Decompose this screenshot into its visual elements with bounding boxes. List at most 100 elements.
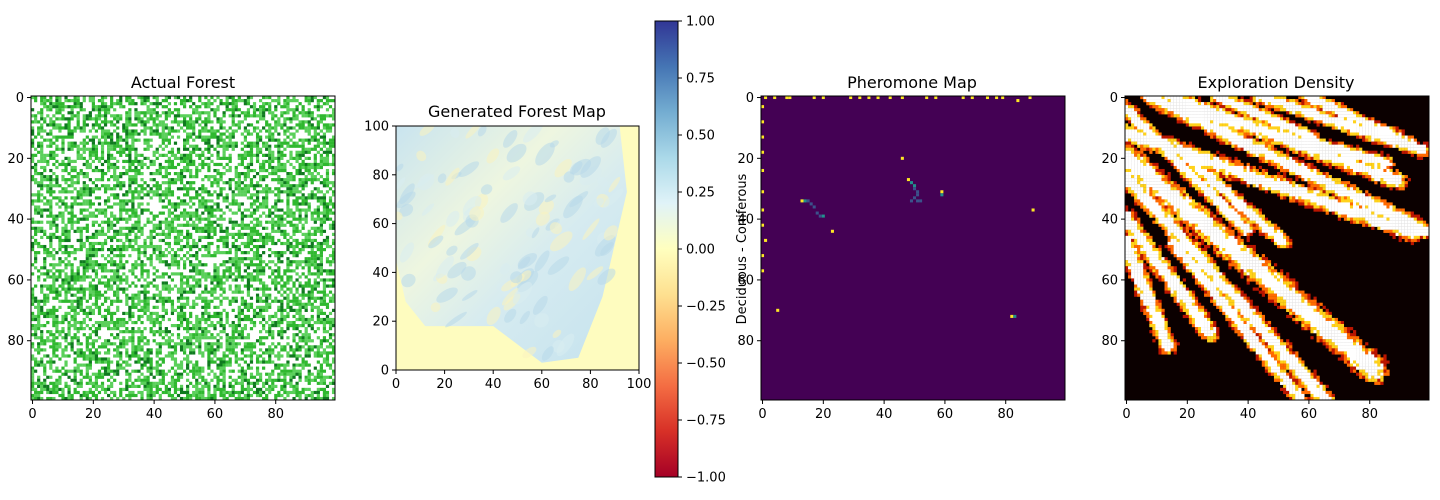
forest-cell bbox=[100, 226, 105, 230]
forest-cell bbox=[125, 190, 129, 194]
forest-cell bbox=[228, 269, 232, 273]
forest-cell bbox=[195, 336, 199, 340]
forest-cell bbox=[246, 196, 251, 200]
forest-cell bbox=[198, 351, 202, 355]
forest-cell bbox=[128, 156, 132, 160]
forest-cell bbox=[286, 144, 290, 148]
forest-cell bbox=[167, 263, 171, 267]
forest-cell bbox=[79, 308, 83, 312]
forest-cell bbox=[134, 263, 138, 267]
forest-cell bbox=[131, 311, 135, 316]
forest-cell bbox=[277, 281, 281, 285]
forest-cell bbox=[85, 366, 89, 370]
forest-cell bbox=[298, 165, 302, 170]
forest-cell bbox=[100, 244, 105, 249]
forest-cell bbox=[94, 135, 99, 139]
forest-cell bbox=[292, 199, 296, 203]
forest-cell bbox=[319, 217, 323, 221]
forest-cell bbox=[79, 299, 83, 303]
forest-cell bbox=[183, 208, 187, 212]
forest-cell bbox=[179, 120, 184, 124]
forest-cell bbox=[46, 248, 50, 252]
forest-cell bbox=[255, 311, 260, 316]
forest-cell bbox=[195, 223, 199, 227]
forest-cell bbox=[216, 363, 220, 367]
forest-cell bbox=[58, 102, 62, 106]
forest-cell bbox=[134, 181, 138, 185]
forest-cell bbox=[140, 123, 144, 127]
forest-cell bbox=[265, 293, 269, 297]
forest-cell bbox=[134, 123, 138, 127]
forest-cell bbox=[201, 135, 205, 139]
forest-cell bbox=[88, 357, 92, 361]
forest-cell bbox=[189, 153, 193, 157]
forest-cell bbox=[234, 99, 238, 103]
forest-cell bbox=[94, 263, 99, 267]
forest-cell bbox=[37, 308, 41, 312]
forest-cell bbox=[231, 202, 235, 206]
forest-cell bbox=[31, 220, 35, 224]
forest-cell bbox=[271, 336, 275, 340]
forest-cell bbox=[58, 272, 62, 276]
forest-cell bbox=[277, 217, 281, 221]
forest-cell bbox=[161, 123, 165, 127]
forest-cell bbox=[67, 172, 71, 176]
forest-cell bbox=[131, 208, 135, 212]
forest-cell bbox=[113, 254, 117, 258]
forest-cell bbox=[240, 257, 244, 261]
forest-cell bbox=[94, 105, 99, 109]
forest-cell bbox=[82, 114, 86, 118]
forest-cell bbox=[128, 147, 132, 151]
forest-cell bbox=[322, 208, 327, 212]
forest-cell bbox=[313, 296, 317, 300]
forest-cell bbox=[167, 266, 171, 270]
forest-cell bbox=[149, 320, 153, 325]
forest-cell bbox=[49, 254, 53, 258]
forest-cell bbox=[85, 117, 89, 121]
forest-cell bbox=[79, 153, 83, 157]
forest-cell bbox=[173, 205, 178, 209]
forest-cell bbox=[94, 208, 99, 212]
forest-cell bbox=[131, 138, 135, 142]
forest-cell bbox=[231, 342, 235, 346]
forest-cell bbox=[88, 202, 92, 206]
forest-cell bbox=[43, 314, 47, 319]
forest-cell bbox=[64, 363, 68, 367]
forest-cell bbox=[158, 314, 162, 319]
forest-cell bbox=[252, 263, 257, 267]
forest-cell bbox=[325, 159, 330, 164]
forest-cell bbox=[319, 296, 323, 300]
forest-cell bbox=[149, 357, 153, 361]
forest-cell bbox=[131, 348, 135, 352]
forest-cell bbox=[82, 96, 86, 100]
forest-cell bbox=[259, 296, 263, 300]
forest-cell bbox=[91, 102, 95, 106]
forest-cell bbox=[73, 333, 77, 337]
forest-cell bbox=[85, 324, 89, 328]
forest-cell bbox=[40, 357, 44, 361]
forest-cell bbox=[222, 287, 226, 291]
forest-cell bbox=[186, 296, 190, 300]
forest-cell bbox=[243, 305, 247, 309]
forest-cell bbox=[225, 314, 229, 319]
forest-cell bbox=[204, 135, 208, 139]
forest-cell bbox=[213, 342, 217, 346]
forest-cell bbox=[49, 263, 53, 267]
forest-cell bbox=[176, 96, 181, 100]
forest-cell bbox=[125, 260, 129, 264]
forest-cell bbox=[116, 141, 120, 145]
forest-cell bbox=[64, 336, 68, 340]
forest-cell bbox=[210, 181, 214, 185]
forest-cell bbox=[246, 314, 251, 319]
forest-cell bbox=[255, 360, 260, 364]
forest-cell bbox=[94, 293, 99, 297]
forest-cell bbox=[116, 220, 120, 224]
forest-cell bbox=[143, 290, 147, 294]
forest-cell bbox=[116, 217, 120, 221]
forest-cell bbox=[107, 260, 111, 264]
forest-cell bbox=[331, 117, 336, 121]
forest-cell bbox=[189, 248, 193, 252]
forest-cell bbox=[110, 162, 114, 167]
forest-cell bbox=[64, 190, 68, 194]
forest-cell bbox=[301, 266, 305, 270]
